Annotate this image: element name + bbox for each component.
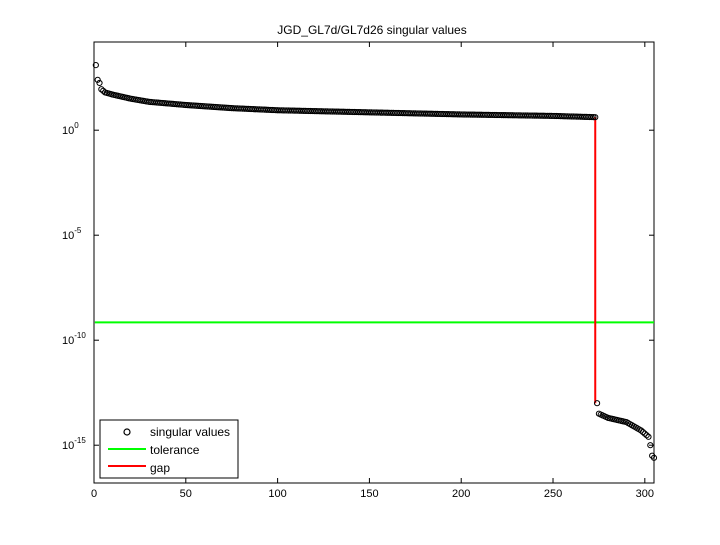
singular-value-point bbox=[592, 114, 599, 121]
singular-value-point bbox=[593, 400, 601, 407]
singular-value-point bbox=[641, 430, 648, 437]
y-tick-exponent: 0 bbox=[74, 121, 79, 130]
singular-value-point bbox=[588, 113, 595, 121]
singular-value-point bbox=[643, 432, 650, 439]
singular-value-point bbox=[650, 454, 658, 461]
y-tick-exponent: -10 bbox=[74, 331, 86, 340]
x-tick-label: 150 bbox=[360, 488, 378, 500]
singular-value-point bbox=[639, 428, 647, 436]
x-tick-label: 200 bbox=[452, 488, 470, 500]
singular-value-point bbox=[645, 433, 652, 440]
y-tick-exponent: -5 bbox=[74, 226, 82, 235]
chart-title: JGD_GL7d/GL7d26 singular values bbox=[277, 23, 466, 37]
y-tick-exponent: -15 bbox=[74, 436, 86, 445]
singular-value-point bbox=[590, 114, 597, 121]
legend-label-gap: gap bbox=[150, 461, 170, 475]
singular-value-point bbox=[94, 76, 101, 83]
legend-marker-singular-values bbox=[123, 428, 131, 436]
singular-value-point bbox=[92, 62, 99, 69]
plot-area bbox=[93, 41, 655, 484]
singular-value-point bbox=[638, 427, 645, 434]
x-tick-label: 250 bbox=[544, 488, 562, 500]
singular-value-point bbox=[647, 442, 654, 449]
legend-label-singular-values: singular values bbox=[150, 425, 230, 439]
singular-value-point bbox=[98, 86, 105, 93]
legend-label-tolerance: tolerance bbox=[150, 443, 200, 457]
x-tick-label: 50 bbox=[180, 488, 192, 500]
singular-value-point bbox=[96, 79, 103, 87]
series-layer bbox=[92, 62, 658, 461]
x-tick-label: 300 bbox=[636, 488, 654, 500]
x-tick-label: 0 bbox=[91, 488, 97, 500]
legend: singular values tolerance gap bbox=[99, 419, 239, 479]
x-axis: 0 50 100 150 200 250 300 bbox=[91, 42, 654, 500]
x-tick-label: 100 bbox=[268, 488, 286, 500]
